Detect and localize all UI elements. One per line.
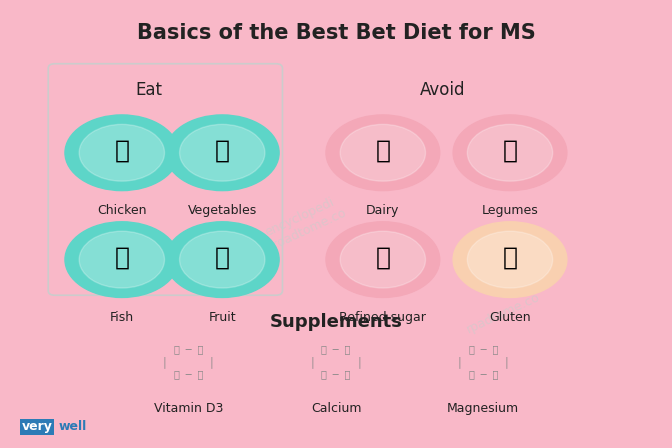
Text: 🐟: 🐟 xyxy=(114,246,129,269)
Circle shape xyxy=(179,231,265,288)
Text: Legumes: Legumes xyxy=(482,204,538,217)
Text: Calcium: Calcium xyxy=(310,402,362,415)
Circle shape xyxy=(340,231,425,288)
Text: 🥦: 🥦 xyxy=(215,138,230,163)
Text: Dairy: Dairy xyxy=(366,204,400,217)
Text: Avoid: Avoid xyxy=(420,82,466,99)
Circle shape xyxy=(65,222,179,297)
Text: well: well xyxy=(58,420,87,433)
Text: 🥛: 🥛 xyxy=(376,138,390,163)
Text: 🍞: 🍞 xyxy=(503,246,517,269)
Text: Supplements: Supplements xyxy=(269,313,403,331)
Text: 🍗: 🍗 xyxy=(114,138,129,163)
Circle shape xyxy=(79,231,165,288)
Circle shape xyxy=(165,115,279,190)
Circle shape xyxy=(179,125,265,181)
Circle shape xyxy=(467,231,552,288)
Text: Basics of the Best Bet Diet for MS: Basics of the Best Bet Diet for MS xyxy=(136,22,536,43)
Circle shape xyxy=(79,125,165,181)
Text: ⬡ ─ ⬡
│       │
⬡ ─ ⬡: ⬡ ─ ⬡ │ │ ⬡ ─ ⬡ xyxy=(457,345,509,379)
Text: 🍮: 🍮 xyxy=(376,246,390,269)
Circle shape xyxy=(340,125,425,181)
Circle shape xyxy=(453,222,567,297)
Circle shape xyxy=(65,115,179,190)
Text: Fruit: Fruit xyxy=(208,311,236,324)
Circle shape xyxy=(453,115,567,190)
Text: very: very xyxy=(22,420,52,433)
Circle shape xyxy=(467,125,552,181)
Text: Fish: Fish xyxy=(110,311,134,324)
Text: Eat: Eat xyxy=(135,82,162,99)
Text: 🍓: 🍓 xyxy=(215,246,230,269)
Text: Magnesium: Magnesium xyxy=(447,402,519,415)
Circle shape xyxy=(326,222,439,297)
Circle shape xyxy=(326,115,439,190)
Text: encyclopedi
aroadtome.co: encyclopedi aroadtome.co xyxy=(257,193,348,255)
Text: 🫘: 🫘 xyxy=(503,138,517,163)
Text: ⬡ ─ ⬡
│       │
⬡ ─ ⬡: ⬡ ─ ⬡ │ │ ⬡ ─ ⬡ xyxy=(310,345,362,379)
Text: Vegetables: Vegetables xyxy=(187,204,257,217)
Text: Gluten: Gluten xyxy=(489,311,531,324)
Text: Vitamin D3: Vitamin D3 xyxy=(154,402,224,415)
Text: rpadtome.co: rpadtome.co xyxy=(464,290,542,336)
Text: Chicken: Chicken xyxy=(97,204,146,217)
Text: Refined sugar: Refined sugar xyxy=(339,311,426,324)
Circle shape xyxy=(165,222,279,297)
Text: ⬡ ─ ⬡
│       │
⬡ ─ ⬡: ⬡ ─ ⬡ │ │ ⬡ ─ ⬡ xyxy=(163,345,215,379)
